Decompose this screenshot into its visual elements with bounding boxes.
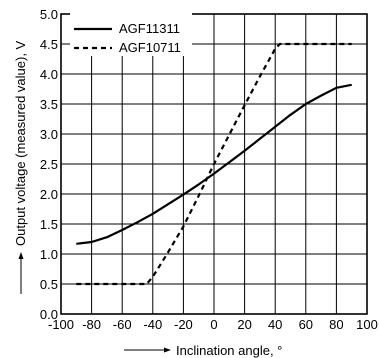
x-tick-label: 0 xyxy=(210,317,217,332)
series-line-agf10711 xyxy=(76,42,352,286)
x-tick-label: -20 xyxy=(174,317,193,332)
x-tick-label: 40 xyxy=(268,317,282,332)
x-tick-label: -100 xyxy=(48,317,74,332)
y-tick-label: 3.0 xyxy=(40,127,58,142)
plot-frame xyxy=(60,13,368,315)
legend-label-agf10711: AGF10711 xyxy=(119,40,181,55)
x-tick-label: -80 xyxy=(82,317,101,332)
x-tick-label: 20 xyxy=(237,317,251,332)
legend-label-agf11311: AGF11311 xyxy=(119,21,180,36)
x-tick-label: 100 xyxy=(356,317,378,332)
y-tick-label: 0.5 xyxy=(40,277,58,292)
y-tick-label: 2.5 xyxy=(40,157,58,172)
y-axis-arrow-head xyxy=(18,252,24,259)
y-tick-label: 2.0 xyxy=(40,187,58,202)
y-tick-label: 3.5 xyxy=(40,97,58,112)
y-tick-label: 0.0 xyxy=(40,307,58,322)
y-tick-label: 1.0 xyxy=(40,247,58,262)
x-tick-label: 80 xyxy=(329,317,343,332)
x-axis-title: Inclination angle, ° xyxy=(176,343,282,358)
y-tick-label: 1.5 xyxy=(40,217,58,232)
y-tick-label: 4.0 xyxy=(40,67,58,82)
x-tick-label: -60 xyxy=(113,317,132,332)
x-axis-arrow-head xyxy=(164,347,171,353)
y-tick-label: 4.5 xyxy=(40,37,58,52)
tick-labels: -100 -80 -60 -40 -20 0 20 40 60 80 100 0.0 0.5 1.0 1.5… xyxy=(40,7,378,332)
series-line-agf11311 xyxy=(76,83,352,245)
y-tick-label: 5.0 xyxy=(40,7,58,22)
x-tick-label: -40 xyxy=(143,317,162,332)
y-axis-title: Output voltage (measured value), V xyxy=(13,40,28,246)
x-tick-label: 60 xyxy=(299,317,313,332)
legend: AGF11311 AGF10711 xyxy=(70,10,192,56)
legend-background xyxy=(70,10,192,56)
series-layer xyxy=(76,42,352,286)
